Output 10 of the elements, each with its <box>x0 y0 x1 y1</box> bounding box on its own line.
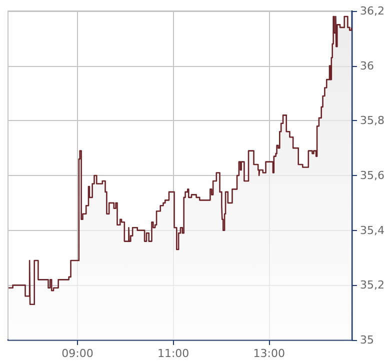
y-tick-label: 35,6 <box>360 169 384 182</box>
x-tick-label: 09:00 <box>62 347 94 360</box>
y-tick-label: 35,8 <box>360 114 384 128</box>
x-tick-label: 11:00 <box>157 347 190 360</box>
y-tick-label: 35,4 <box>360 224 384 237</box>
y-tick-label: 35,2 <box>360 278 384 292</box>
y-tick-label: 35 <box>360 334 374 346</box>
y-tick-label: 36 <box>360 59 374 72</box>
x-tick-label: 13:00 <box>253 347 285 360</box>
y-tick-label: 36,2 <box>360 4 384 18</box>
